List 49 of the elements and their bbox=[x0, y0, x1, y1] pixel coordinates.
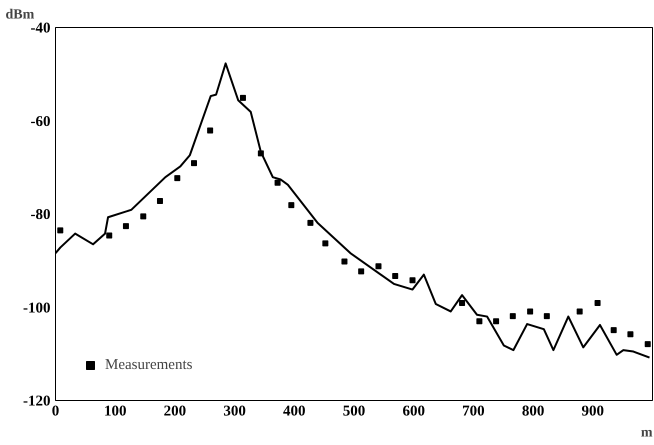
point bbox=[156, 198, 163, 204]
x-tick-label: 500 bbox=[342, 404, 366, 420]
point bbox=[410, 277, 416, 284]
x-tick-label: 0 bbox=[52, 404, 60, 420]
point bbox=[191, 160, 198, 166]
point bbox=[576, 308, 583, 314]
point bbox=[122, 223, 129, 230]
point bbox=[106, 232, 112, 238]
point bbox=[240, 94, 246, 101]
y-axis-title: dBm bbox=[6, 8, 35, 22]
point bbox=[476, 318, 482, 324]
point bbox=[510, 313, 516, 320]
point bbox=[375, 263, 382, 270]
point bbox=[288, 202, 294, 208]
x-axis-title: m bbox=[640, 426, 653, 440]
x-tick-label: 700 bbox=[462, 404, 485, 420]
point bbox=[322, 240, 328, 246]
point bbox=[627, 331, 634, 338]
y-tick-label: -100 bbox=[23, 300, 51, 316]
point bbox=[341, 258, 348, 265]
x-tick-label: 900 bbox=[582, 404, 604, 420]
x-tick-label: 800 bbox=[522, 404, 544, 420]
line-series bbox=[56, 62, 651, 359]
point bbox=[358, 268, 364, 274]
point bbox=[527, 308, 534, 314]
point bbox=[392, 273, 398, 280]
point bbox=[57, 227, 64, 234]
x-tick-label: 100 bbox=[104, 404, 126, 420]
legend-label: Measurements bbox=[105, 356, 192, 374]
point bbox=[274, 180, 281, 186]
point bbox=[459, 300, 466, 306]
point bbox=[594, 300, 601, 306]
point bbox=[174, 175, 180, 182]
point bbox=[493, 318, 500, 324]
point bbox=[207, 128, 214, 134]
point bbox=[258, 150, 264, 156]
y-tick-label: -60 bbox=[30, 114, 51, 130]
y-tick-label: -80 bbox=[30, 207, 51, 223]
point bbox=[544, 313, 550, 320]
point bbox=[644, 341, 651, 348]
point bbox=[307, 220, 314, 226]
point bbox=[610, 327, 617, 334]
x-tick-label: 400 bbox=[283, 404, 306, 420]
x-tick-label: 600 bbox=[402, 404, 425, 420]
point bbox=[140, 213, 146, 220]
x-tick-label: 300 bbox=[223, 404, 246, 420]
y-tick-label: -40 bbox=[30, 20, 51, 36]
y-tick-label: -120 bbox=[23, 394, 51, 410]
x-tick-label: 200 bbox=[164, 404, 186, 420]
